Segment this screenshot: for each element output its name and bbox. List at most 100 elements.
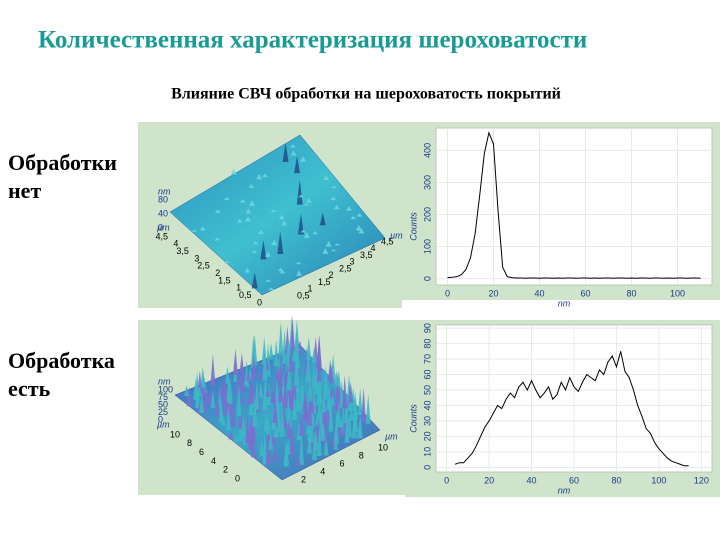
surface-peak bbox=[260, 239, 267, 260]
x-tick-label: 20 bbox=[484, 475, 494, 485]
surface-peak bbox=[328, 364, 334, 384]
surface-peak bbox=[273, 339, 279, 367]
surface-peak bbox=[293, 359, 299, 387]
y-tick-label: 50 bbox=[422, 385, 432, 395]
left-tick-label: 2 bbox=[215, 268, 220, 278]
surface-peak bbox=[295, 261, 302, 265]
right-tick-label: 3,5 bbox=[360, 250, 373, 260]
surface-peak bbox=[251, 354, 257, 379]
surface-peak bbox=[261, 173, 268, 178]
surface-peak bbox=[288, 347, 294, 372]
surface-peak bbox=[313, 429, 319, 451]
surface-peak bbox=[357, 388, 363, 415]
surface-peak bbox=[284, 445, 290, 465]
surface-peak bbox=[334, 243, 341, 246]
y-tick-label: 0 bbox=[422, 465, 432, 470]
surface-peak bbox=[281, 220, 288, 226]
surface-peak bbox=[278, 321, 284, 356]
surface-peak bbox=[333, 370, 339, 387]
surface-peak bbox=[328, 398, 334, 432]
surface-peak bbox=[262, 347, 268, 381]
left-tick-label: 3 bbox=[194, 253, 199, 263]
surface-peak bbox=[186, 387, 192, 407]
surface-peak bbox=[292, 393, 298, 420]
surface-peak bbox=[254, 379, 260, 411]
right-unit: µm bbox=[385, 431, 398, 441]
surface-peak bbox=[214, 208, 221, 214]
surface-peak bbox=[239, 371, 245, 381]
surface-peak bbox=[314, 363, 320, 394]
surface-peak bbox=[350, 215, 357, 220]
surface-peak bbox=[289, 316, 295, 351]
surface-peak bbox=[338, 417, 344, 427]
right-tick-label: 4 bbox=[320, 466, 325, 476]
z-unit: nm bbox=[158, 376, 171, 386]
surface-peak bbox=[345, 206, 352, 211]
surface-peak bbox=[365, 394, 371, 424]
surface-peak bbox=[309, 396, 315, 414]
left-tick-label: 4 bbox=[173, 239, 178, 249]
surface-peak bbox=[245, 216, 252, 222]
surface-peak bbox=[276, 399, 282, 433]
right-tick-label: 2 bbox=[301, 474, 306, 484]
x-tick-label: 20 bbox=[488, 288, 498, 298]
surface-peak bbox=[240, 416, 246, 436]
left-tick-label: 0 bbox=[235, 473, 240, 483]
surface-peak bbox=[239, 199, 246, 203]
surface-peak bbox=[297, 213, 304, 235]
surface-peak bbox=[294, 338, 300, 351]
surface-peak bbox=[223, 260, 230, 264]
right-tick-label: 8 bbox=[359, 450, 364, 460]
surface-peak bbox=[305, 198, 312, 203]
surface-peak bbox=[245, 370, 251, 381]
surface-peak bbox=[191, 229, 198, 232]
surface-peak bbox=[272, 392, 278, 423]
y-tick-label: 40 bbox=[422, 400, 432, 410]
surface-peak bbox=[252, 397, 258, 427]
y-tick-label: 200 bbox=[422, 207, 432, 222]
surface-peak bbox=[279, 402, 285, 437]
y-axis-label: Counts bbox=[408, 212, 418, 241]
surface-peak bbox=[277, 231, 284, 255]
surface-peak bbox=[357, 413, 363, 439]
left-tick-label: 4 bbox=[211, 456, 216, 466]
y-tick-label: 60 bbox=[422, 370, 432, 380]
surface-peak bbox=[236, 382, 242, 415]
surface-peak bbox=[258, 366, 264, 381]
histogram-line bbox=[454, 351, 689, 467]
surface-peak bbox=[294, 346, 300, 362]
surface-peak bbox=[355, 224, 362, 231]
surface-peak bbox=[248, 184, 255, 188]
surface-peak bbox=[234, 433, 240, 442]
surface-peak bbox=[279, 269, 286, 274]
right-tick-label: 1,5 bbox=[318, 277, 331, 287]
surface-peak bbox=[326, 383, 332, 411]
surface-peak bbox=[344, 409, 350, 443]
left-unit: µm bbox=[157, 222, 170, 232]
y-tick-label: 70 bbox=[422, 354, 432, 364]
title: Количественная характеризация шероховато… bbox=[38, 27, 587, 54]
left-tick-label: 3,5 bbox=[176, 246, 189, 256]
surface-peak bbox=[218, 400, 224, 423]
plot-area bbox=[435, 127, 713, 286]
y-tick-label: 90 bbox=[422, 323, 432, 333]
surface-peak bbox=[277, 268, 284, 272]
right-tick-label: 0,5 bbox=[297, 290, 310, 300]
surface-peak bbox=[358, 228, 365, 234]
y-tick-label: 20 bbox=[422, 431, 432, 441]
y-tick-label: 300 bbox=[422, 175, 432, 190]
surface-peak bbox=[306, 337, 312, 360]
surface-peak bbox=[330, 394, 336, 406]
x-tick-label: 0 bbox=[444, 475, 449, 485]
surface-peak bbox=[268, 433, 274, 450]
left-tick-label: 1 bbox=[236, 283, 241, 293]
surface-peak bbox=[333, 204, 340, 210]
surface-peak bbox=[311, 357, 317, 390]
left-tick-label: 0 bbox=[257, 297, 262, 307]
surface-peak bbox=[265, 279, 272, 282]
surface-peak bbox=[197, 370, 203, 392]
row-label: Обработка есть bbox=[8, 348, 115, 401]
surface-peak bbox=[204, 389, 210, 404]
surface-peak bbox=[329, 385, 335, 399]
surface-peak bbox=[291, 376, 297, 400]
